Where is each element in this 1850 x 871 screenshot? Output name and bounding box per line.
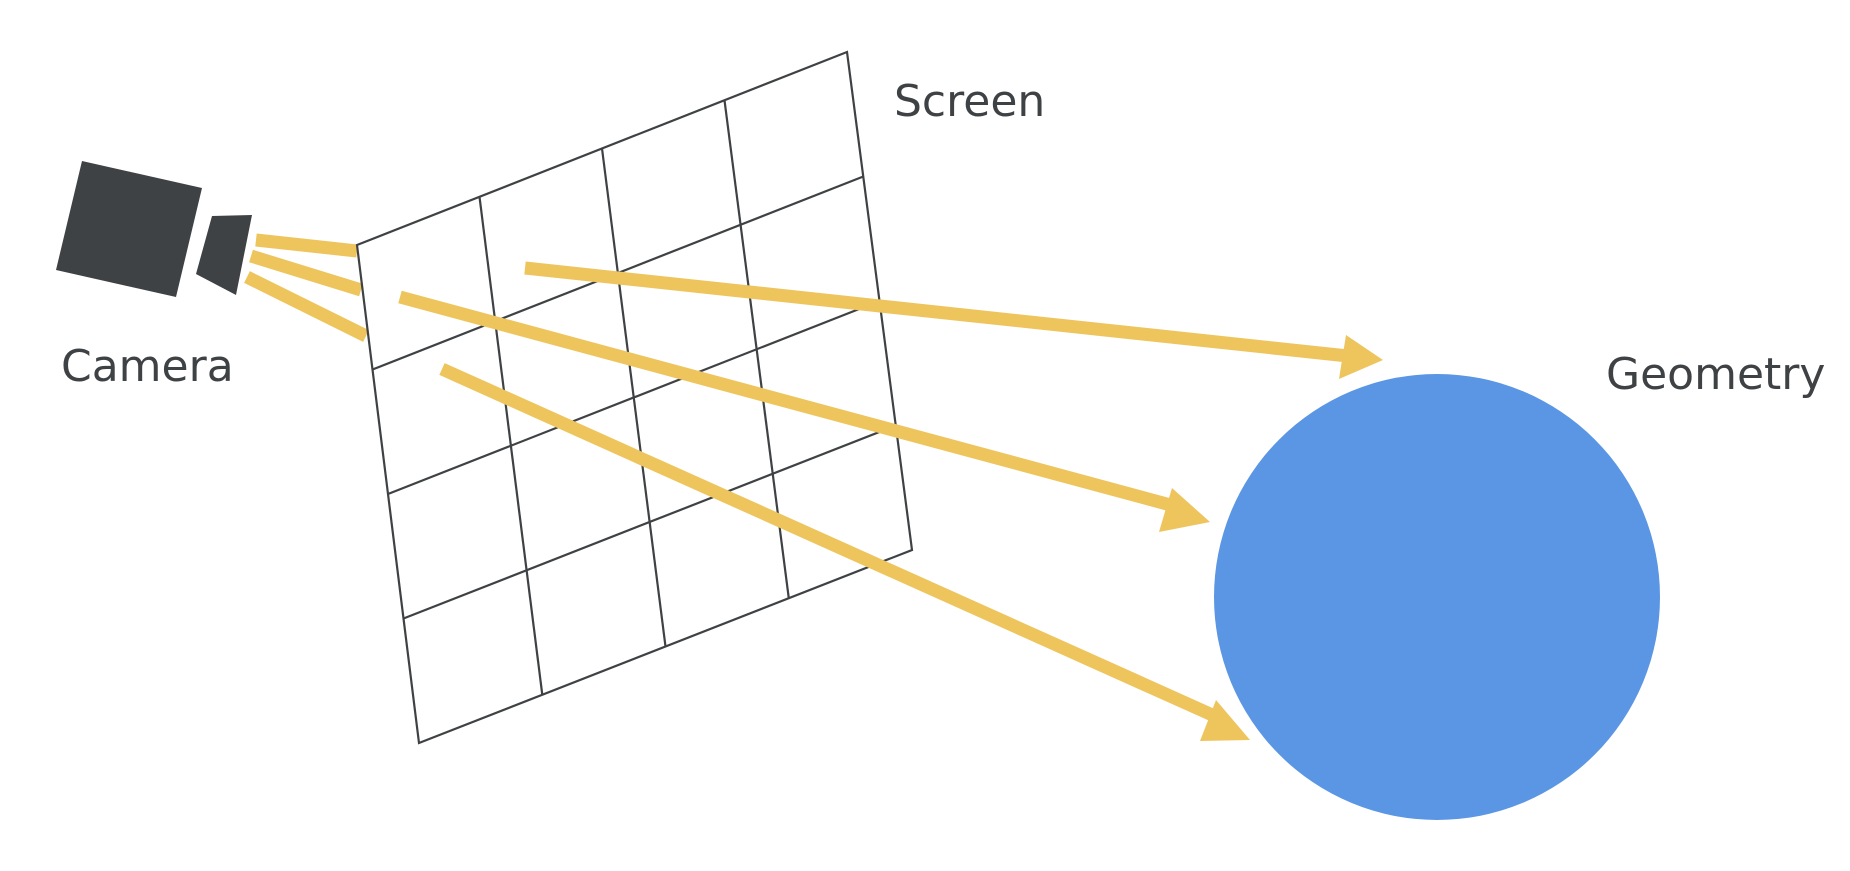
camera-to-screen-rays — [244, 233, 369, 342]
camera-label: Camera — [61, 341, 234, 392]
screen-to-geometry-rays — [398, 261, 1383, 741]
ray-middle-arrowhead-icon — [1159, 488, 1210, 532]
geometry-sphere — [1214, 374, 1660, 820]
short-ray-bottom — [244, 271, 369, 342]
camera-icon — [56, 161, 252, 297]
ray-bottom-arrowhead-icon — [1200, 700, 1250, 741]
camera-lens — [196, 215, 252, 295]
ray-top-arrowhead-icon — [1339, 335, 1383, 379]
short-ray-top — [255, 233, 358, 258]
ray-top — [524, 261, 1349, 363]
grid-row-3 — [403, 424, 897, 620]
screen-outline — [355, 50, 914, 745]
camera-body — [56, 161, 202, 297]
geometry-label: Geometry — [1606, 349, 1825, 400]
short-ray-middle — [249, 249, 363, 297]
grid-row-2 — [387, 299, 880, 496]
ray-middle — [398, 290, 1180, 514]
ray-bottom — [439, 363, 1222, 724]
screen-grid — [355, 50, 914, 745]
screen-label: Screen — [894, 76, 1045, 127]
